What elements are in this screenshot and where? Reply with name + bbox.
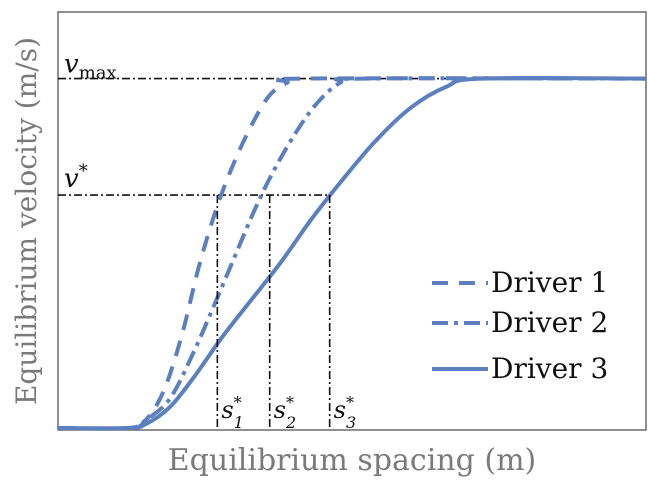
legend: Driver 1 Driver 2 Driver 3 — [432, 266, 608, 385]
vmax-label: vmax — [64, 50, 117, 84]
spacing-marker-label-1: s* 1 — [221, 393, 244, 432]
legend-label-driver-1: Driver 1 — [491, 266, 608, 299]
x-axis-label: Equilibrium spacing (m) — [168, 443, 536, 478]
y-axis-label: Equilibrium velocity (m/s) — [10, 37, 43, 405]
legend-label-driver-2: Driver 2 — [491, 306, 608, 339]
legend-label-driver-3: Driver 3 — [491, 352, 608, 385]
reference-lines — [58, 79, 646, 195]
spacing-marker-label-2: s* 2 — [274, 393, 297, 432]
vstar-label: v* — [64, 161, 88, 194]
spacing-marker-label-3: s* 3 — [334, 393, 357, 432]
